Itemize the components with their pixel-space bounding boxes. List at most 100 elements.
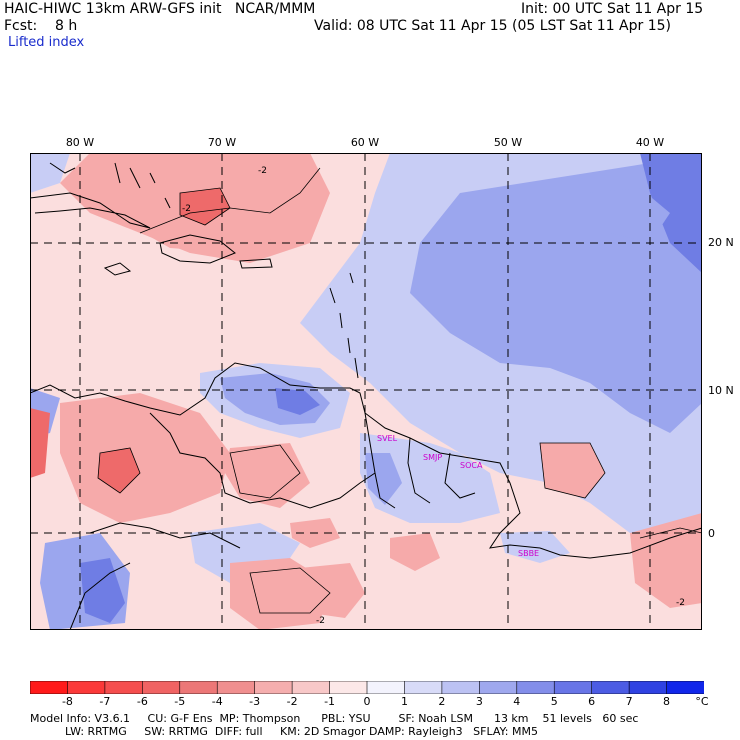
colorbar-swatch	[67, 681, 106, 694]
lat-label-eq: 0	[708, 527, 715, 540]
contour-ne-brazil	[639, 527, 702, 539]
colorbar-swatch	[479, 681, 518, 694]
colorbar-swatch	[666, 681, 704, 694]
colorbar-tick-label: 8	[663, 695, 671, 708]
station-svel: SVEL	[377, 434, 398, 443]
colorbar-swatch	[553, 681, 593, 694]
colorbar-swatch	[104, 681, 144, 694]
contour-label-north: -2	[258, 166, 267, 176]
header-forecast-hour: Fcst: 8 h	[4, 18, 78, 34]
unstable-region-hispaniola	[135, 203, 285, 253]
colorbar-tick-label: 1	[400, 695, 408, 708]
colorbar	[30, 681, 704, 694]
stable-region-east-max	[640, 153, 702, 273]
coastline-hispaniola	[159, 234, 236, 264]
border-peru-colombia	[89, 522, 241, 549]
colorbar-tick-label: 6	[588, 695, 596, 708]
contour-label-east: -2	[676, 598, 685, 608]
colorbar-tick-label: -4	[211, 695, 223, 708]
lat-label-20n: 20 N	[708, 236, 734, 249]
unstable-region-south-center	[300, 563, 365, 618]
coastline-puerto-rico	[239, 258, 273, 269]
colorbar-swatch	[216, 681, 256, 694]
contour-south	[249, 567, 331, 614]
stable-region-venezuela-max	[275, 388, 320, 415]
colorbar-tick-label: 3	[475, 695, 483, 708]
lat-label-10n: 10 N	[708, 384, 734, 397]
graticule	[30, 153, 702, 630]
lifted-index-map: SVEL SMJP SOCA SBBE -2 -2 -2 -2	[30, 153, 702, 630]
colorbar-swatch	[366, 681, 406, 694]
contour-llanos	[229, 444, 301, 499]
colorbar-tick-label: 7	[625, 695, 633, 708]
header-valid-time: Valid: 08 UTC Sat 11 Apr 15 (05 LST Sat …	[314, 18, 672, 34]
border-guyana	[364, 412, 396, 509]
contour-label-carib: -2	[182, 204, 191, 214]
colorbar-swatch	[329, 681, 368, 694]
header-title: HAIC-HIWC 13km ARW-GFS init NCAR/MMM	[4, 1, 316, 17]
colorbar-tick-label: -3	[249, 695, 261, 708]
border-colombia-venezuela	[149, 412, 251, 504]
stable-region-guianas	[360, 433, 500, 523]
unstable-region-turks-caicos-max	[180, 188, 230, 225]
coastlines	[30, 162, 702, 630]
border-brazil-peru	[69, 562, 131, 630]
coastline-east-brazil	[539, 527, 702, 559]
contour-greater-antilles	[139, 167, 321, 234]
lon-label-80w: 80 W	[65, 136, 95, 149]
colorbar-swatch	[254, 681, 293, 694]
colorbar-tick-label: 5	[550, 695, 558, 708]
colorbar-tick-label: 4	[513, 695, 521, 708]
model-info-line1: Model Info: V3.6.1 CU: G-F Ens MP: Thomp…	[30, 712, 639, 725]
colorbar-tick-label: 0	[363, 695, 371, 708]
unstable-region-ne-brazil	[630, 513, 702, 608]
colorbar-swatch	[179, 681, 219, 694]
colorbar-swatch	[591, 681, 630, 694]
contours	[97, 167, 702, 614]
colorbar-tick-label: -6	[136, 695, 148, 708]
colorbar-tick-label: -8	[61, 695, 73, 708]
colorbar-swatch	[441, 681, 481, 694]
header-init-time: Init: 00 UTC Sat 11 Apr 15	[521, 1, 704, 17]
colorbar-tick-label: -2	[286, 695, 298, 708]
border-venezuela-brazil	[249, 472, 376, 509]
coastline-lesser-antilles	[329, 272, 359, 379]
colorbar-swatch	[142, 681, 181, 694]
unstable-region-rio-plata	[390, 533, 440, 571]
unstable-region-colombia	[60, 393, 230, 523]
unstable-region-west-edge	[30, 408, 50, 478]
contour-east-atlantic	[539, 442, 606, 499]
lon-label-70w: 70 W	[207, 136, 237, 149]
colorbar-tick-label: -5	[174, 695, 186, 708]
colorbar-swatch	[30, 681, 69, 694]
contour-turks	[179, 187, 231, 226]
model-info-line2: LW: RRTMG SW: RRTMG DIFF: full KM: 2D Sm…	[30, 725, 538, 738]
coastline-south-america-north	[30, 362, 541, 549]
colorbar-unit: °C	[695, 695, 709, 708]
colorbar-tick-label: 2	[438, 695, 446, 708]
coastline-jamaica	[103, 262, 132, 276]
lon-label-60w: 60 W	[350, 136, 380, 149]
colorbar-tick-label: -1	[324, 695, 336, 708]
lon-label-50w: 50 W	[493, 136, 523, 149]
unstable-region-colombia-cell	[98, 448, 140, 493]
map-frame	[30, 153, 702, 630]
colorbar-swatch	[404, 681, 443, 694]
colorbar-swatch	[628, 681, 668, 694]
station-sbbe: SBBE	[518, 549, 539, 558]
station-soca: SOCA	[460, 461, 483, 470]
contour-label-south: -2	[316, 616, 325, 626]
contour-colombia-cell	[97, 447, 141, 494]
colorbar-swatch	[516, 681, 556, 694]
colorbar-swatch	[291, 681, 331, 694]
colorbar-tick-label: -7	[99, 695, 111, 708]
unstable-region-east-atlantic	[540, 443, 605, 498]
coastline-cuba	[30, 192, 151, 229]
border-french-guiana	[444, 452, 476, 499]
border-suriname	[407, 437, 431, 504]
field-name: Lifted index	[8, 35, 85, 50]
stable-region-amazon-west-core	[80, 558, 125, 623]
unstable-region-venezuela-llanos	[225, 443, 310, 508]
station-smjp: SMJP	[423, 453, 442, 462]
lon-label-40w: 40 W	[635, 136, 665, 149]
